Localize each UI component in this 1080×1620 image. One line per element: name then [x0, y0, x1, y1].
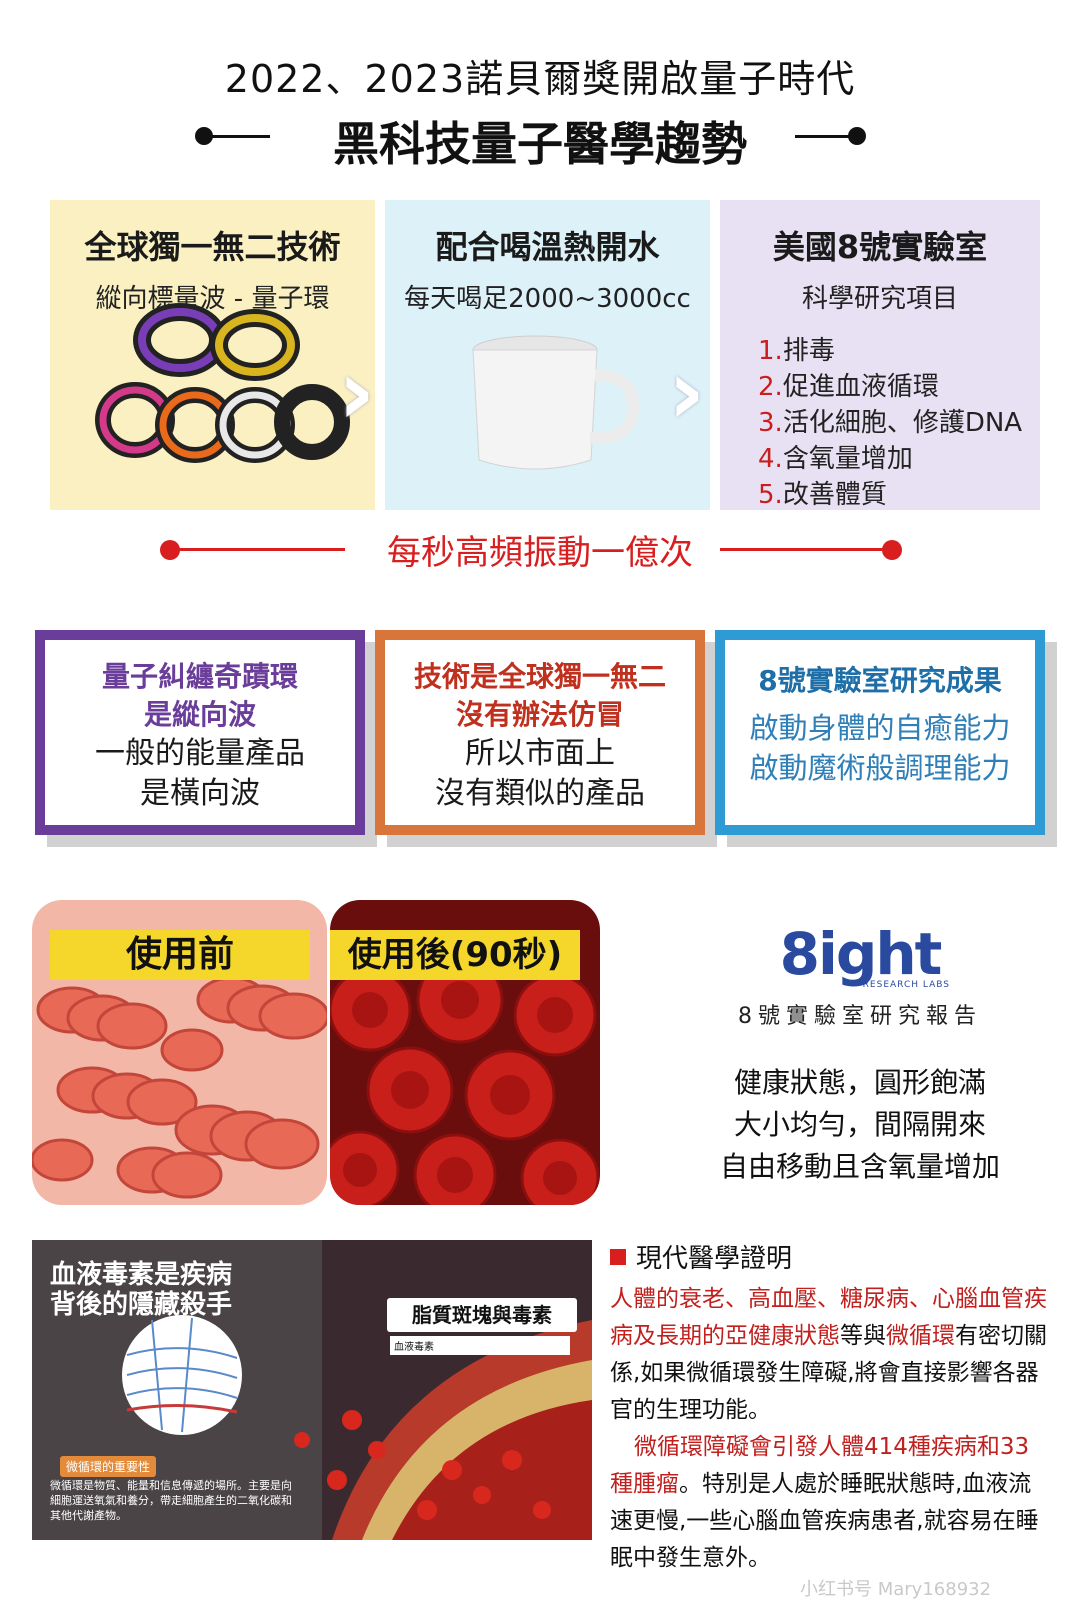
box-body: 啟動身體的自癒能力 [749, 711, 1011, 745]
ring-icon [95, 303, 350, 463]
panel-technology: 全球獨一無二技術 縱向標量波 - 量子環 [50, 200, 375, 510]
list-item: 2.促進血液循環 [758, 372, 939, 402]
panel-subtitle: 每天喝足2000~3000cc [404, 284, 691, 314]
logo-subtitle: RESEARCH LABS [862, 980, 950, 990]
healthy-description: 健康狀態，圓形飽滿 大小均勻，間隔開來 自由移動且含氧量增加 [700, 1062, 1020, 1188]
box-unique-tech: 技術是全球獨一無二 沒有辦法仿冒 所以市面上 沒有類似的產品 [375, 630, 705, 835]
blood-toxin-label: 血液毒素 [390, 1336, 570, 1355]
chevron-right-icon: › [338, 340, 376, 445]
box-body: 是橫向波 [140, 776, 260, 811]
body-text: 。特別是人處於睡眠狀態時,血液流速更慢,一些心腦血管疾病患者,就容易在睡眠中發生… [610, 1471, 1039, 1571]
healthy-line: 大小均勻，間隔開來 [733, 1108, 986, 1141]
panel-warm-water: 配合喝溫熱開水 每天喝足2000~3000cc [385, 200, 710, 510]
red-dot-icon [882, 540, 902, 560]
left-dot-icon [195, 127, 213, 145]
medical-paragraph: 微循環障礙會引發人體414種疾病和33種腫瘤。特別是人處於睡眠狀態時,血液流速更… [610, 1429, 1050, 1577]
list-item: 5.改善體質 [758, 480, 887, 510]
left-rule [210, 135, 270, 138]
report-title: 8號實驗室研究報告 [738, 1004, 982, 1029]
panel-title: 全球獨一無二技術 [84, 228, 341, 266]
panel-title: 配合喝溫熱開水 [435, 228, 660, 266]
panel-subtitle: 縱向標量波 - 量子環 [95, 284, 330, 314]
list-item: 3.活化細胞、修護DNA [758, 408, 1023, 438]
healthy-blood-cells-image [330, 900, 600, 1205]
box-heading: 沒有辦法仿冒 [455, 698, 624, 731]
micro-circulation-tag: 微循環的重要性 [60, 1456, 157, 1477]
box-body: 一般的能量產品 [95, 736, 305, 771]
healthy-line: 自由移動且含氧量增加 [719, 1150, 1000, 1183]
highlight-text: 微循環障礙會引發人體414種疾病和33種腫瘤 [610, 1434, 1030, 1497]
before-label: 使用前 [50, 930, 310, 980]
frequency-text: 每秒高頻振動一億次 [387, 533, 693, 573]
highlight-text: 人體的衰老、高血壓、糖尿病、心腦血管疾病及長期的亞健康狀態 [610, 1286, 1047, 1349]
panel-title: 美國8號實驗室 [772, 228, 988, 266]
toxin-title: 血液毒素是疾病 [50, 1260, 233, 1290]
box-heading: 8號實驗室研究成果 [758, 664, 1002, 697]
medical-heading: 現代醫學證明 [610, 1238, 1050, 1275]
after-label: 使用後(90秒) [330, 930, 580, 980]
brand-logo: 8ight RESEARCH LABS [700, 920, 1020, 990]
frequency-row: 每秒高頻振動一億次 [160, 525, 920, 575]
red-dot-icon [160, 540, 180, 560]
medical-heading-text: 現代醫學證明 [636, 1244, 793, 1274]
plaque-label: 脂質斑塊與毒素 [387, 1298, 577, 1332]
highlight-text: 微循環 [886, 1323, 955, 1349]
page-title: 2022、2023諾貝爾獎開啟量子時代 [224, 57, 856, 101]
list-item: 4.含氧量增加 [758, 444, 913, 474]
box-body: 所以市面上 [465, 736, 615, 771]
box-lab-results: 8號實驗室研究成果 啟動身體的自癒能力 啟動魔術般調理能力 [715, 630, 1045, 835]
box-body: 啟動魔術般調理能力 [749, 751, 1011, 785]
right-dot-icon [848, 127, 866, 145]
medical-evidence: 現代醫學證明 人體的衰老、高血壓、糖尿病、心腦血管疾病及長期的亞健康狀態等與微循… [610, 1238, 1050, 1577]
medical-paragraph: 人體的衰老、高血壓、糖尿病、心腦血管疾病及長期的亞健康狀態等與微循環有密切關係,… [610, 1281, 1050, 1429]
quantum-rings-image [95, 303, 350, 463]
before-blood-image: 使用前 [32, 900, 327, 1205]
body-text: 有密切關係,如果微循環發生障礙,將會直接影響各器官的生理功能。 [610, 1323, 1047, 1423]
box-longitudinal-wave: 量子糾纏奇蹟環 是縱向波 一般的能量產品 是橫向波 [35, 630, 365, 835]
healthy-line: 健康狀態，圓形飽滿 [733, 1066, 986, 1099]
watermark: 小红书号 Mary168932 [800, 1579, 992, 1600]
artery-illustration [32, 1240, 592, 1540]
red-rule [175, 548, 345, 551]
chevron-right-icon: › [668, 340, 706, 445]
blood-toxin-image: 血液毒素是疾病 背後的隱藏殺手 脂質斑塊與毒素 血液毒素 微循環的重要性 微循環… [32, 1240, 592, 1540]
box-heading: 是縱向波 [143, 698, 256, 731]
toxin-title: 背後的隱藏殺手 [50, 1290, 233, 1320]
research-effects-list: 1.排毒 2.促進血液循環 3.活化細胞、修護DNA 4.含氧量增加 5.改善體… [758, 333, 1040, 513]
headline-row: 黑科技量子醫學趨勢 [0, 108, 1080, 171]
box-body: 沒有類似的產品 [435, 776, 645, 811]
panel-subtitle: 科學研究項目 [801, 284, 958, 314]
body-text: 等與 [840, 1323, 886, 1349]
mug-icon [472, 335, 640, 470]
panel-lab: 美國8號實驗室 科學研究項目 1.排毒 2.促進血液循環 3.活化細胞、修護DN… [720, 200, 1040, 510]
headline: 黑科技量子醫學趨勢 [333, 117, 747, 171]
red-square-icon [610, 1248, 626, 1265]
logo-text: 8ight [779, 920, 943, 988]
micro-circulation-description: 微循環是物質、能量和信息傳遞的場所。主要是向細胞運送氧氣和養分，帶走細胞產生的二… [50, 1479, 292, 1522]
box-heading: 量子糾纏奇蹟環 [101, 660, 298, 693]
after-blood-image: 使用後(90秒) [330, 900, 600, 1205]
list-item: 1.排毒 [758, 336, 835, 366]
right-rule [795, 135, 855, 138]
red-rule [720, 548, 890, 551]
box-heading: 技術是全球獨一無二 [413, 660, 666, 693]
